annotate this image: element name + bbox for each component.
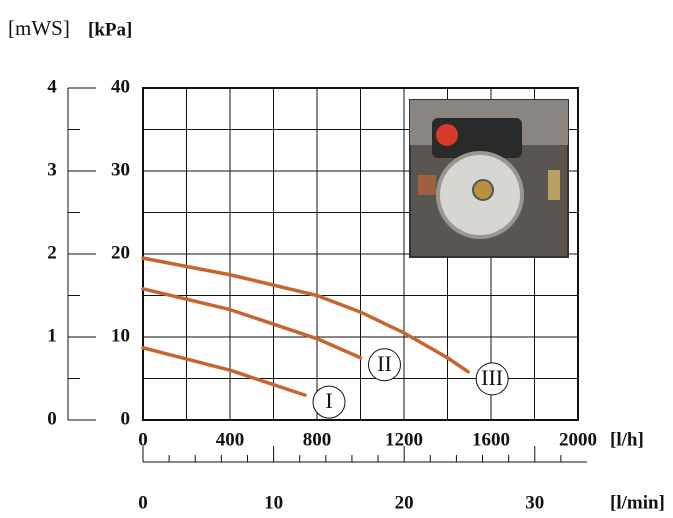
y-tick-label: 40	[111, 76, 130, 97]
y-tick-label: 0	[121, 408, 131, 429]
curve	[143, 258, 468, 372]
x-tick-label: 2000	[559, 429, 597, 450]
x2-tick-label: 30	[525, 492, 544, 513]
y-tick-label: 30	[111, 159, 130, 180]
curve-label: II	[377, 351, 392, 376]
pump-photo	[410, 100, 568, 257]
x-axis-unit: [l/h]	[610, 429, 644, 450]
y-axis-unit: [kPa]	[88, 19, 132, 40]
curve-label: I	[325, 388, 332, 413]
y2-tick-label: 3	[47, 159, 57, 180]
chart: [mWS] [kPa] [l/h] [l/min] 04008001200160…	[0, 0, 673, 518]
x2-tick-label: 20	[395, 492, 414, 513]
curve	[143, 348, 305, 395]
curve-label: III	[481, 365, 503, 390]
y-tick-label: 20	[111, 242, 130, 263]
y2-tick-label: 4	[47, 76, 57, 97]
x-tick-label: 400	[216, 429, 245, 450]
y2-tick-label: 2	[47, 242, 57, 263]
y2-tick-label: 1	[47, 325, 57, 346]
y2-axis-unit: [mWS]	[8, 16, 70, 40]
y-tick-label: 10	[111, 325, 130, 346]
x2-tick-label: 0	[138, 492, 148, 513]
x2-axis-unit: [l/min]	[610, 492, 665, 513]
x2-tick-label: 10	[264, 492, 283, 513]
y2-tick-label: 0	[47, 408, 57, 429]
x-tick-label: 800	[303, 429, 332, 450]
x-tick-label: 1600	[472, 429, 510, 450]
